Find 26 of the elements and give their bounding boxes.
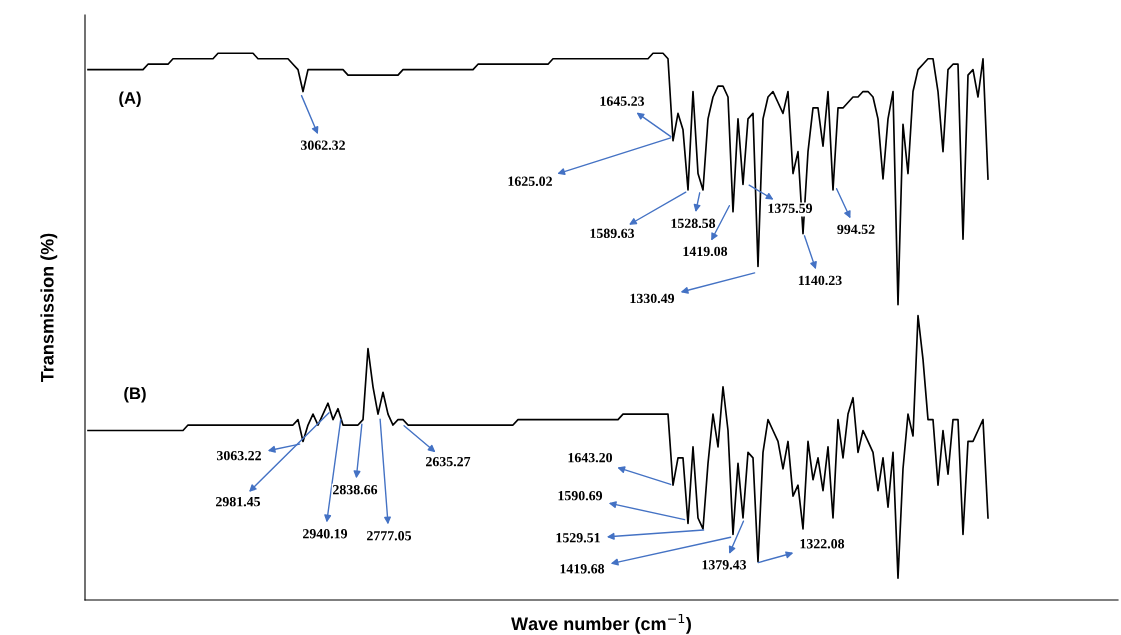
- annotation: 3062.32: [300, 140, 345, 150]
- annotation: 1419.68: [560, 564, 605, 574]
- annotation: 1645.23: [600, 96, 645, 106]
- y-axis-title: Transmission (%): [40, 233, 58, 383]
- annotation: 2981.45: [216, 496, 261, 507]
- series-label: (B): [124, 386, 146, 403]
- series-label: (A): [119, 91, 141, 108]
- annotation: 1590.69: [558, 490, 603, 501]
- annotation: 2838.66: [333, 484, 378, 495]
- annotation: 1589.63: [590, 228, 635, 239]
- annotation: 1625.02: [508, 176, 552, 186]
- annotation: 994.52: [837, 224, 875, 235]
- annotation: 1379.43: [702, 560, 747, 570]
- annotation: 2635.27: [426, 456, 471, 467]
- annotation: 1375.59: [768, 203, 813, 214]
- annotation: 2940.19: [303, 529, 348, 539]
- annotation: 1529.51: [556, 533, 600, 543]
- annotation: 1528.58: [671, 218, 716, 229]
- annotation: 3063.22: [216, 450, 261, 461]
- annotation: 1322.08: [800, 539, 845, 549]
- annotation: 1140.23: [798, 275, 842, 286]
- annotation: 1419.08: [683, 246, 728, 257]
- annotation: 1643.20: [568, 452, 613, 463]
- x-axis-title: Wave number (cm$^{−1}$): [511, 613, 691, 634]
- annotation: 2777.05: [367, 531, 412, 541]
- annotation: 1330.49: [630, 293, 675, 304]
